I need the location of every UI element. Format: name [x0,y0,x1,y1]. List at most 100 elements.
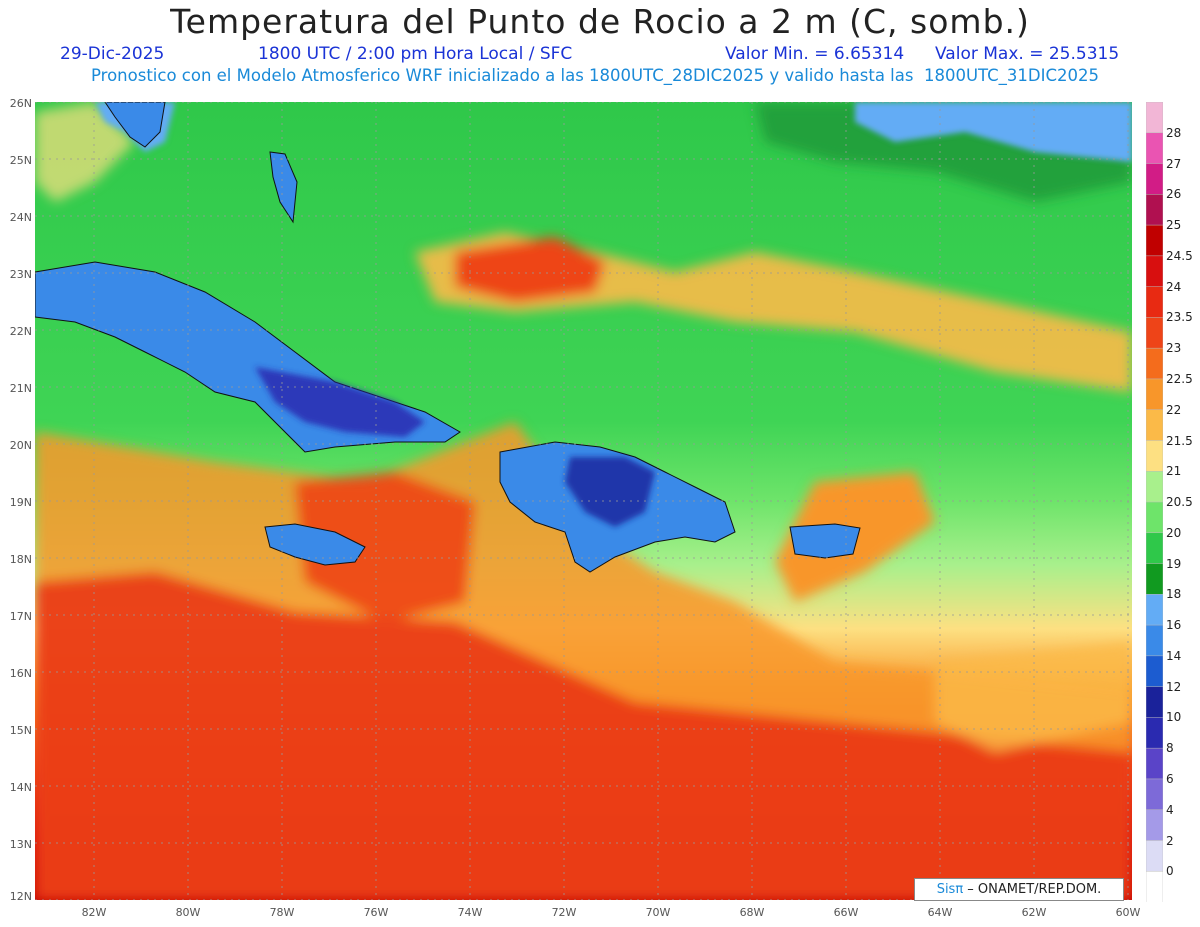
colorbar-level-label: 8 [1166,741,1174,756]
lon-label-68w: 68W [739,906,765,919]
lat-label-13n: 13N [9,838,32,851]
puerto-rico [789,523,861,559]
lat-label-25n: 25N [9,154,32,167]
map-title: Temperatura del Punto de Rocio a 2 m (C,… [170,2,1030,41]
colorbar-box [1146,317,1163,349]
colorbar-level-label: 0 [1166,864,1174,879]
west-moist-patch [35,102,135,202]
lat-gridlines [35,102,1132,900]
lat-label-20n: 20N [9,439,32,452]
colorbar-box [1146,655,1163,688]
colorbar-box [1146,532,1163,565]
date-label: 29-Dic-2025 [60,44,165,64]
colorbar-box [1146,501,1163,534]
lat-label-15n: 15N [9,724,32,737]
lon-label-82w: 82W [81,906,107,919]
lat-label-17n: 17N [9,610,32,623]
colorbar-level-label: 24 [1166,279,1182,294]
colorbar-box [1146,840,1163,872]
colorbar-box [1146,286,1163,319]
lat-label-19n: 19N [9,496,32,509]
model-info: Pronostico con el Modelo Atmosferico WRF… [91,66,1099,85]
lon-gridlines [93,102,1129,900]
colorbar [1146,102,1163,902]
colorbar-box [1146,102,1163,134]
colorbar-level-label: 10 [1166,710,1182,725]
colorbar-level-label: 4 [1166,802,1174,817]
credit-brand: Sisπ [936,882,964,897]
colorbar-box [1146,224,1163,257]
colorbar-level-label: 21.5 [1166,433,1193,448]
colorbar-box [1146,747,1163,780]
colorbar-level-label: 24.5 [1166,248,1193,263]
lon-label-80w: 80W [175,906,201,919]
lat-label-14n: 14N [9,781,32,794]
colorbar-box [1146,470,1163,503]
colorbar-level-label: 6 [1166,771,1174,786]
lon-label-74w: 74W [457,906,483,919]
lat-label-26n: 26N [9,97,32,110]
colorbar-box [1146,717,1163,749]
colorbar-level-label: 21 [1166,464,1182,479]
colorbar-box [1146,163,1163,196]
colorbar-level-label: 25 [1166,218,1182,233]
cuba-dry-core [255,367,425,437]
max-value: Valor Max. = 25.5315 [935,44,1120,64]
lat-label-24n: 24N [9,211,32,224]
lat-label-16n: 16N [9,667,32,680]
colorbar-level-label: 26 [1166,187,1182,202]
lat-label-22n: 22N [9,325,32,338]
colorbar-box [1146,132,1163,165]
lat-label-18n: 18N [9,553,32,566]
lon-label-64w: 64W [927,906,953,919]
colorbar-box [1146,624,1163,657]
dewpoint-map [35,102,1132,900]
florida-peninsula [104,102,166,148]
colorbar-level-label: 2 [1166,833,1174,848]
colorbar-level-label: 16 [1166,618,1182,633]
jamaica [264,523,366,566]
colorbar-level-label: 18 [1166,587,1182,602]
time-info: 1800 UTC / 2:00 pm Hora Local / SFC [258,44,573,64]
colorbar-box [1146,409,1163,442]
lat-label-23n: 23N [9,268,32,281]
lon-label-60w: 60W [1115,906,1141,919]
colorbar-level-label: 19 [1166,556,1182,571]
colorbar-box [1146,809,1163,842]
colorbar-box [1146,686,1163,719]
colorbar-level-label: 22 [1166,402,1182,417]
colorbar-level-label: 20.5 [1166,495,1193,509]
colorbar-box [1146,255,1163,288]
lon-label-62w: 62W [1021,906,1047,919]
lat-label-21n: 21N [9,382,32,395]
colorbar-box [1146,594,1163,626]
colorbar-box [1146,194,1163,226]
lon-label-72w: 72W [551,906,577,919]
lon-label-78w: 78W [269,906,295,919]
haiti-moist-patch [295,472,475,622]
colorbar-level-label: 22.5 [1166,371,1193,386]
colorbar-box [1146,378,1163,411]
colorbar-box [1146,563,1163,596]
ocean-north-gulf [855,102,1132,162]
colorbar-level-label: 14 [1166,648,1182,663]
colorbar-level-label: 12 [1166,679,1182,694]
credit-text: – ONAMET/REP.DOM. [963,882,1102,897]
colorbar-level-label: 20 [1166,525,1182,540]
colorbar-box [1146,440,1163,472]
colorbar-level-label: 23.5 [1166,310,1193,325]
lon-label-66w: 66W [833,906,859,919]
lon-label-70w: 70W [645,906,671,919]
credit-box: Sisπ – ONAMET/REP.DOM. [914,878,1124,901]
hispaniola-dry-core [565,457,655,527]
andros-island [269,151,298,224]
lon-label-76w: 76W [363,906,389,919]
colorbar-box [1146,870,1163,902]
colorbar-level-label: 27 [1166,156,1182,171]
lat-label-12n: 12N [9,890,32,903]
min-value: Valor Min. = 6.65314 [725,44,905,64]
colorbar-level-label: 28 [1166,125,1182,140]
colorbar-box [1146,778,1163,811]
bahamas-core [455,237,605,302]
southern-moisture-field [35,572,1132,900]
